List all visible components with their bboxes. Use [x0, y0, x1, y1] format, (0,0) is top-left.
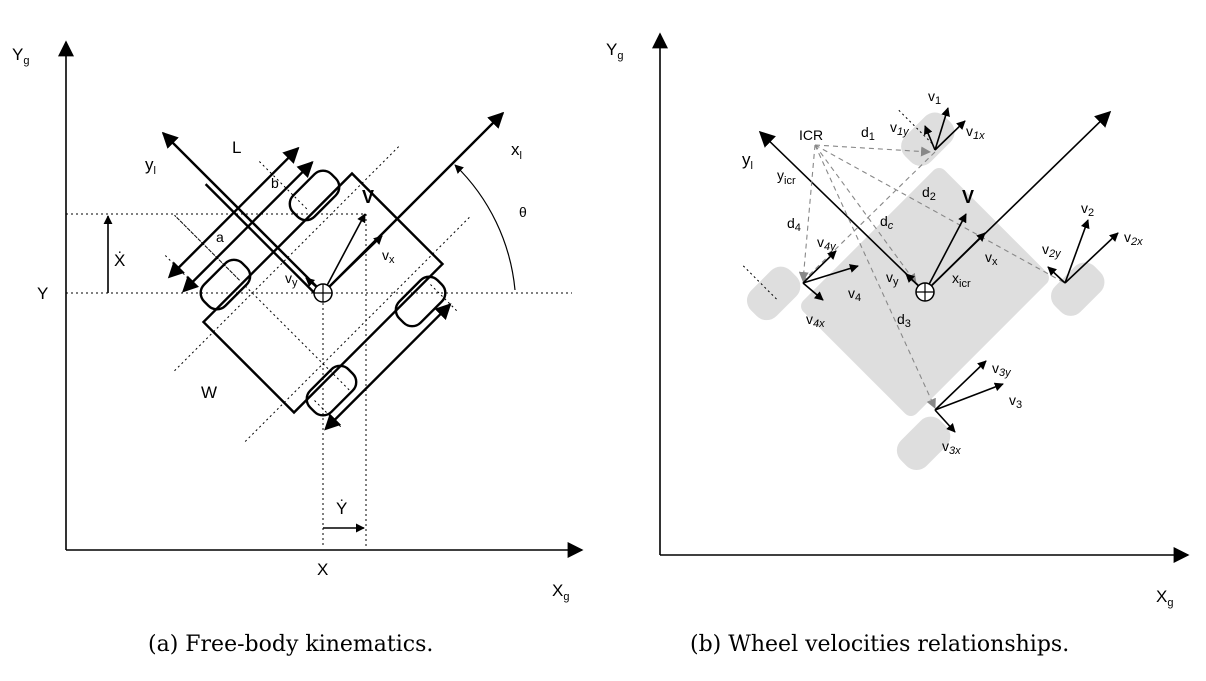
- caption-a: (a) Free-body kinematics.: [148, 632, 433, 657]
- d4-label: d4: [787, 215, 801, 234]
- theta-label: θ: [519, 204, 527, 220]
- label-V-b: V: [962, 187, 974, 207]
- velocity-v-b: [924, 213, 967, 293]
- v4y-label: v4y: [817, 234, 837, 253]
- label-b: b: [271, 175, 279, 191]
- panel-b: Yg Xg yl yicr xicr ICR d1 d: [606, 32, 1190, 657]
- wheel-rear-left: [199, 258, 252, 311]
- velocity-vx-b: [924, 232, 986, 293]
- wheel4-velocities: [802, 250, 859, 301]
- axis-x-label-b: Xg: [1156, 587, 1173, 609]
- panel-a: Yg Xg Y X Ẋ Ẏ: [12, 40, 584, 657]
- tick-y-label: Y: [37, 284, 48, 303]
- icr-dashed-lines: [798, 144, 1064, 409]
- cg-symbol: [313, 283, 333, 303]
- caption-b: (b) Wheel velocities relationships.: [690, 632, 1069, 657]
- label-a: a: [216, 229, 224, 245]
- local-y-label: yl: [145, 155, 156, 177]
- dc-label: dc: [880, 213, 894, 232]
- wheel-front-right: [394, 275, 447, 328]
- dim-b: [251, 161, 314, 224]
- local-y-label-b: yl: [742, 150, 753, 172]
- v2x-label: v2x: [1124, 229, 1143, 248]
- ydot-label: Ẏ: [336, 499, 347, 518]
- v3y-label: v3y: [992, 360, 1012, 379]
- wheel3-velocities: [934, 360, 1004, 433]
- x-icr-label: xicr: [952, 270, 971, 290]
- label-vx: vx: [382, 247, 395, 266]
- velocity-v: [322, 213, 366, 294]
- v3x-label: v3x: [942, 438, 961, 457]
- v2y-label: v2y: [1042, 241, 1062, 260]
- label-W: W: [201, 383, 217, 402]
- local-y-axis: [161, 131, 324, 294]
- label-V: V: [362, 187, 374, 207]
- axis-y-label-b: Yg: [606, 40, 623, 62]
- v1-label: v1: [928, 88, 941, 107]
- wheel1-velocities: [923, 107, 966, 151]
- dim-W: [324, 303, 452, 431]
- icr-label: ICR: [799, 127, 823, 143]
- cg-symbol-b: [915, 282, 935, 302]
- axis-x-label: Xg: [552, 581, 569, 603]
- d2-label: d2: [922, 184, 936, 203]
- label-L: L: [232, 138, 241, 157]
- axis-y-label: Yg: [12, 45, 29, 67]
- tick-x-label: X: [317, 560, 328, 579]
- v3-label: v3: [1009, 392, 1022, 411]
- d1-label: d1: [861, 124, 875, 143]
- wheel-rear-right: [305, 364, 358, 417]
- label-vy-b: vy: [886, 269, 899, 288]
- velocity-vx: [322, 235, 383, 294]
- robot-body: [164, 144, 472, 442]
- label-vy: vy: [285, 270, 298, 289]
- xdot-label: Ẋ: [114, 251, 125, 270]
- d3-label: d3: [897, 311, 911, 330]
- wheel-front-left: [288, 169, 341, 222]
- v4-label: v4: [848, 285, 861, 304]
- label-vx-b: vx: [985, 249, 998, 268]
- v1y-label: v1y: [890, 119, 910, 138]
- local-y-axis-b: [758, 130, 926, 293]
- wheel2-velocities: [1047, 219, 1119, 284]
- local-x-label: xl: [511, 140, 522, 162]
- v1x-label: v1x: [966, 123, 985, 142]
- dim-a: [182, 221, 254, 293]
- v4x-label: v4x: [806, 311, 825, 330]
- y-icr-label: yicr: [777, 167, 796, 187]
- theta-arc: [454, 164, 516, 291]
- robot-silhouette: [740, 107, 1105, 471]
- v2-label: v2: [1081, 200, 1094, 219]
